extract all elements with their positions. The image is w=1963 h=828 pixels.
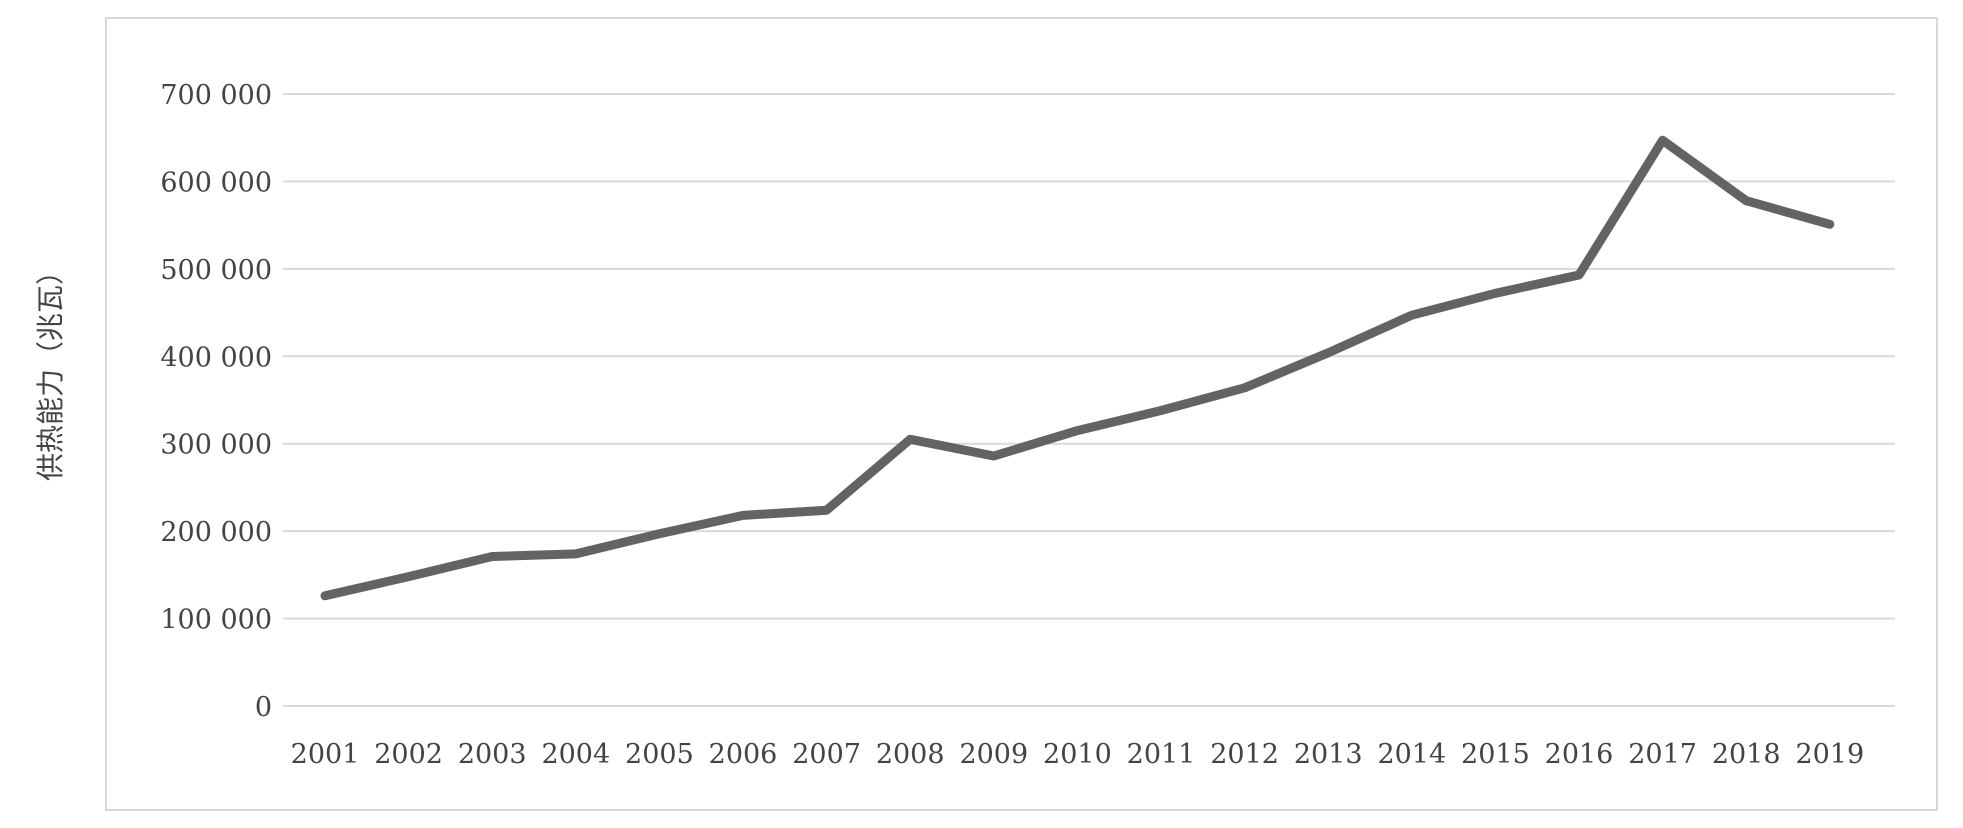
x-tick-label: 2001 <box>291 739 360 770</box>
x-tick-label: 2011 <box>1127 739 1196 770</box>
x-tick-label: 2008 <box>876 739 945 770</box>
x-tick-label: 2019 <box>1795 739 1864 770</box>
x-tick-label: 2007 <box>792 739 861 770</box>
x-tick-label: 2016 <box>1545 739 1614 770</box>
x-tick-label: 2017 <box>1628 739 1697 770</box>
x-tick-label: 2013 <box>1294 739 1363 770</box>
y-tick-label: 600 000 <box>160 167 272 198</box>
y-tick-label: 500 000 <box>160 255 272 286</box>
x-tick-label: 2009 <box>959 739 1028 770</box>
x-tick-label: 2014 <box>1377 739 1446 770</box>
x-tick-label: 2018 <box>1712 739 1781 770</box>
y-tick-label: 700 000 <box>160 80 272 111</box>
series-lines <box>320 135 1835 601</box>
y-axis-ticks: 0 100 000 200 000 300 000 400 000 500 000 600 … <box>160 80 272 723</box>
x-tick-label: 2003 <box>458 739 527 770</box>
x-tick-label: 2006 <box>709 739 778 770</box>
y-tick-label: 300 000 <box>160 430 272 461</box>
y-tick-label: 200 000 <box>160 517 272 548</box>
x-tick-label: 2002 <box>374 739 443 770</box>
chart-frame <box>105 17 1938 811</box>
x-tick-label: 2010 <box>1043 739 1112 770</box>
y-tick-label: 100 000 <box>160 605 272 636</box>
x-tick-label: 2004 <box>541 739 610 770</box>
series-line <box>320 135 1835 601</box>
x-tick-label: 2005 <box>625 739 694 770</box>
y-tick-label: 400 000 <box>160 342 272 373</box>
y-tick-label: 0 <box>255 692 272 723</box>
x-tick-label: 2015 <box>1461 739 1530 770</box>
gridlines <box>283 93 1895 707</box>
x-axis-ticks: 2001 2002 2003 2004 2005 2006 2007 2008 2009 2010… <box>291 739 1865 770</box>
x-tick-label: 2012 <box>1210 739 1279 770</box>
y-axis-title: 供热能力（兆瓦） <box>34 257 67 481</box>
